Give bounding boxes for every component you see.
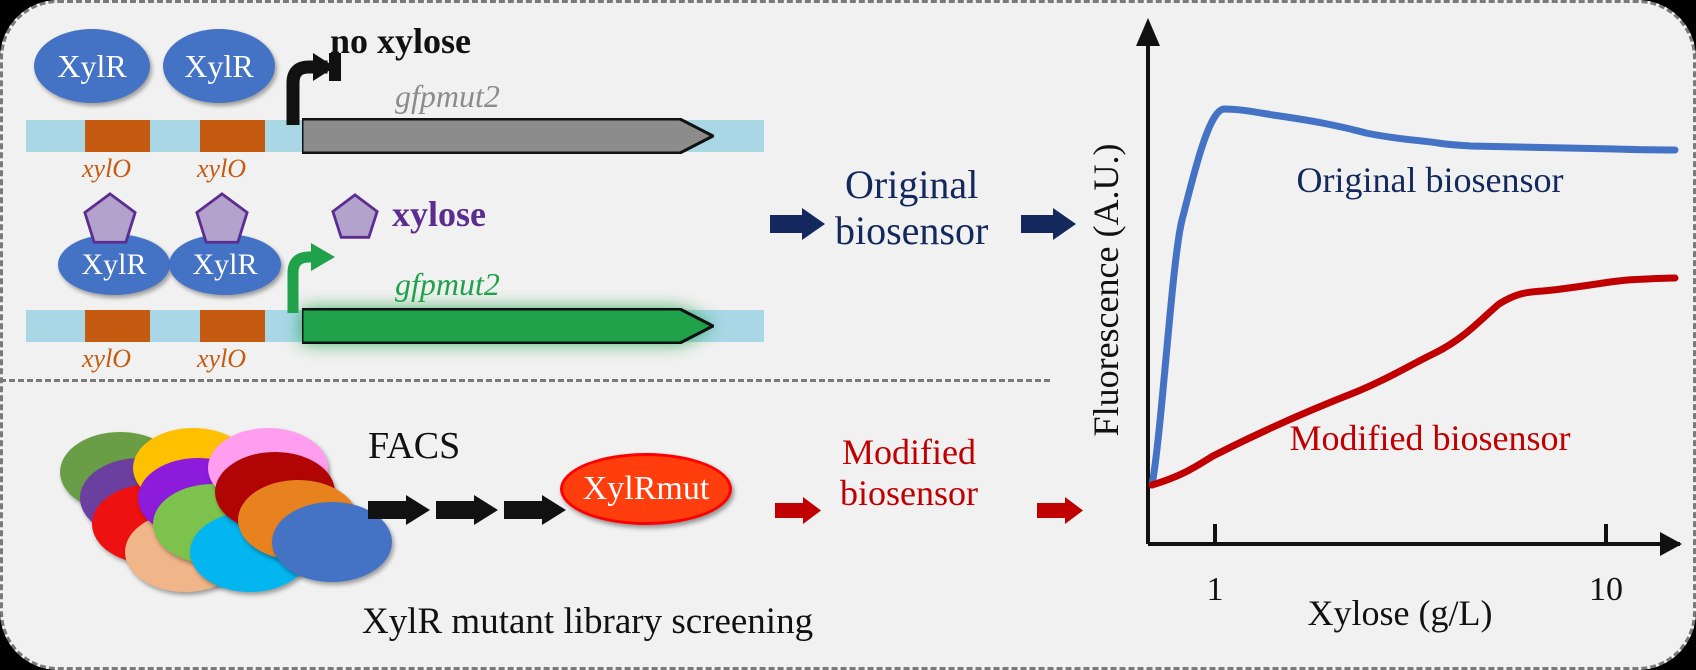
svg-text:Xylose (g/L): Xylose (g/L) bbox=[1308, 593, 1493, 633]
svg-text:10: 10 bbox=[1589, 571, 1623, 608]
svg-text:Original biosensor: Original biosensor bbox=[1297, 160, 1564, 200]
svg-text:Modified biosensor: Modified biosensor bbox=[1290, 418, 1571, 458]
svg-text:1: 1 bbox=[1207, 571, 1224, 608]
svg-text:Fluorescence (A.U.): Fluorescence (A.U.) bbox=[1090, 144, 1126, 437]
